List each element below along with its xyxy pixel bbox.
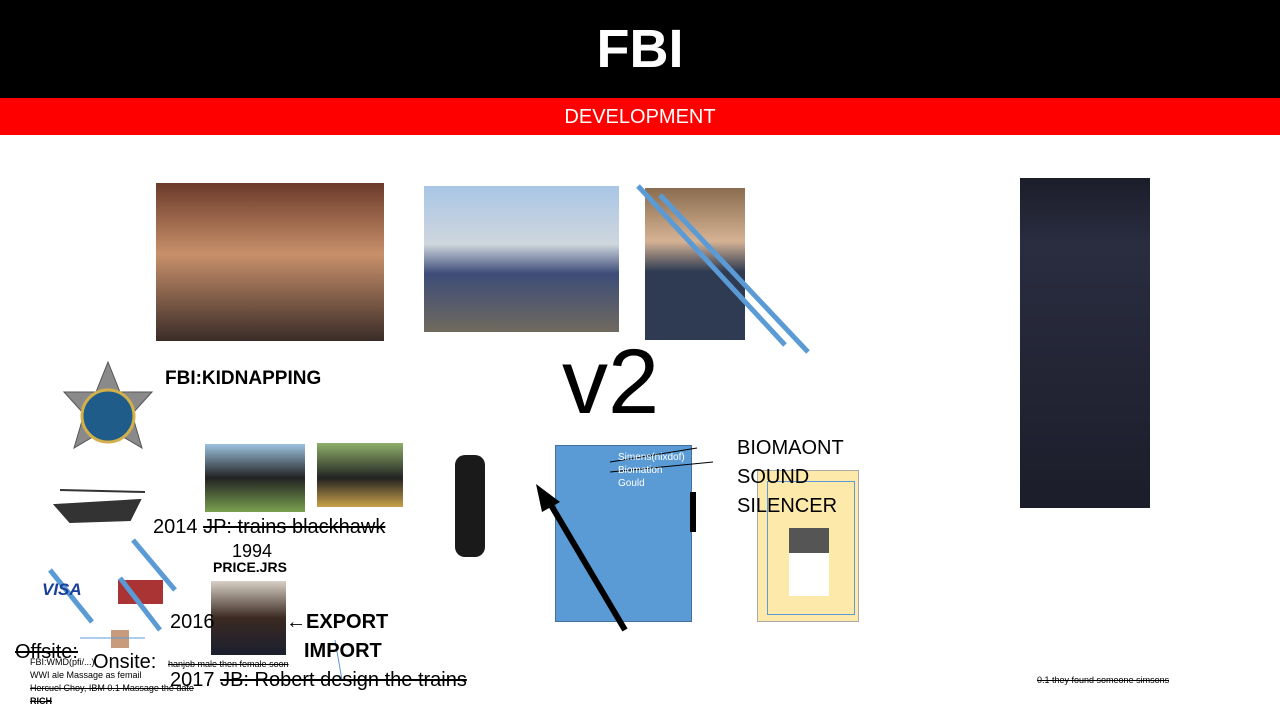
train-photo [424,186,619,332]
label: PRICE.JRS [213,559,287,575]
small-notes: FBI:WMD(pfi/...) WWI ale Massage as fema… [30,656,194,708]
header-bar [0,0,1280,98]
note: FBI:WMD(pfi/...) [30,657,95,667]
bar [690,492,696,532]
strike-line [658,193,810,354]
portrait-photo [156,183,384,341]
car-photo [205,444,305,512]
label: FBI:KIDNAPPING [165,368,322,389]
subtitle-bar [0,98,1280,135]
note: WWI ale Massage as femail [30,670,142,680]
offsite: Offsite: [15,641,78,663]
device-image [789,528,829,596]
year: 2016 [170,611,215,633]
struck-text: JP: trains blackhawk [203,516,386,538]
box-notes: Simens(nixdof) Biomation Gould [618,451,685,490]
note: Gould [618,478,645,489]
biomaont-list: BIOMAONT SOUND SILENCER [737,434,844,521]
list-item: BIOMAONT [737,437,844,459]
note: RICH [30,696,52,706]
blue-box [555,445,692,622]
version: v2 [562,331,660,433]
year: 1994 [232,541,273,561]
onsite: Onsite: [93,651,157,673]
note: 0.1 they found someone simsons [1037,675,1170,685]
badge-seal [80,388,136,444]
struck-text: JB: Robert design the trains [220,669,467,691]
baby-photo [211,581,286,655]
car-photo [317,443,403,507]
year: 2017 [170,669,215,691]
note: Biomation [618,465,663,476]
strike-line [118,576,162,632]
strike-line [131,538,177,592]
arrow-head [536,484,560,512]
arrow [545,498,628,632]
list-item: SOUND [737,466,810,488]
kid-police-photo [1020,178,1150,508]
timeline-2014: 2014 JP: trains blackhawk [153,516,385,539]
rule [334,639,343,681]
small-photo [111,630,129,648]
year: 2014 [153,516,198,538]
strike-line [636,184,787,347]
timeline-2017: 2017 JB: Robert design the trains [170,669,467,692]
subtitle: DEVELOPMENT [564,106,716,128]
strike-line [609,447,698,463]
label: ←EXPORT [286,611,389,633]
visa-logo: VISA [42,580,82,599]
note: hanjob male then female soon [168,659,289,669]
girl-photo [455,455,485,557]
helicopter [52,489,146,524]
strike-line [48,568,94,624]
note: Hercuel Choy, IBM 0.1 Massage the date [30,683,194,693]
note: Simens(nixdof) [618,452,685,463]
label: IMPORT [304,640,382,662]
strike-line [609,461,714,473]
list-item: SILENCER [737,495,838,517]
export: EXPORT [306,611,389,633]
title: FBI [596,19,684,79]
